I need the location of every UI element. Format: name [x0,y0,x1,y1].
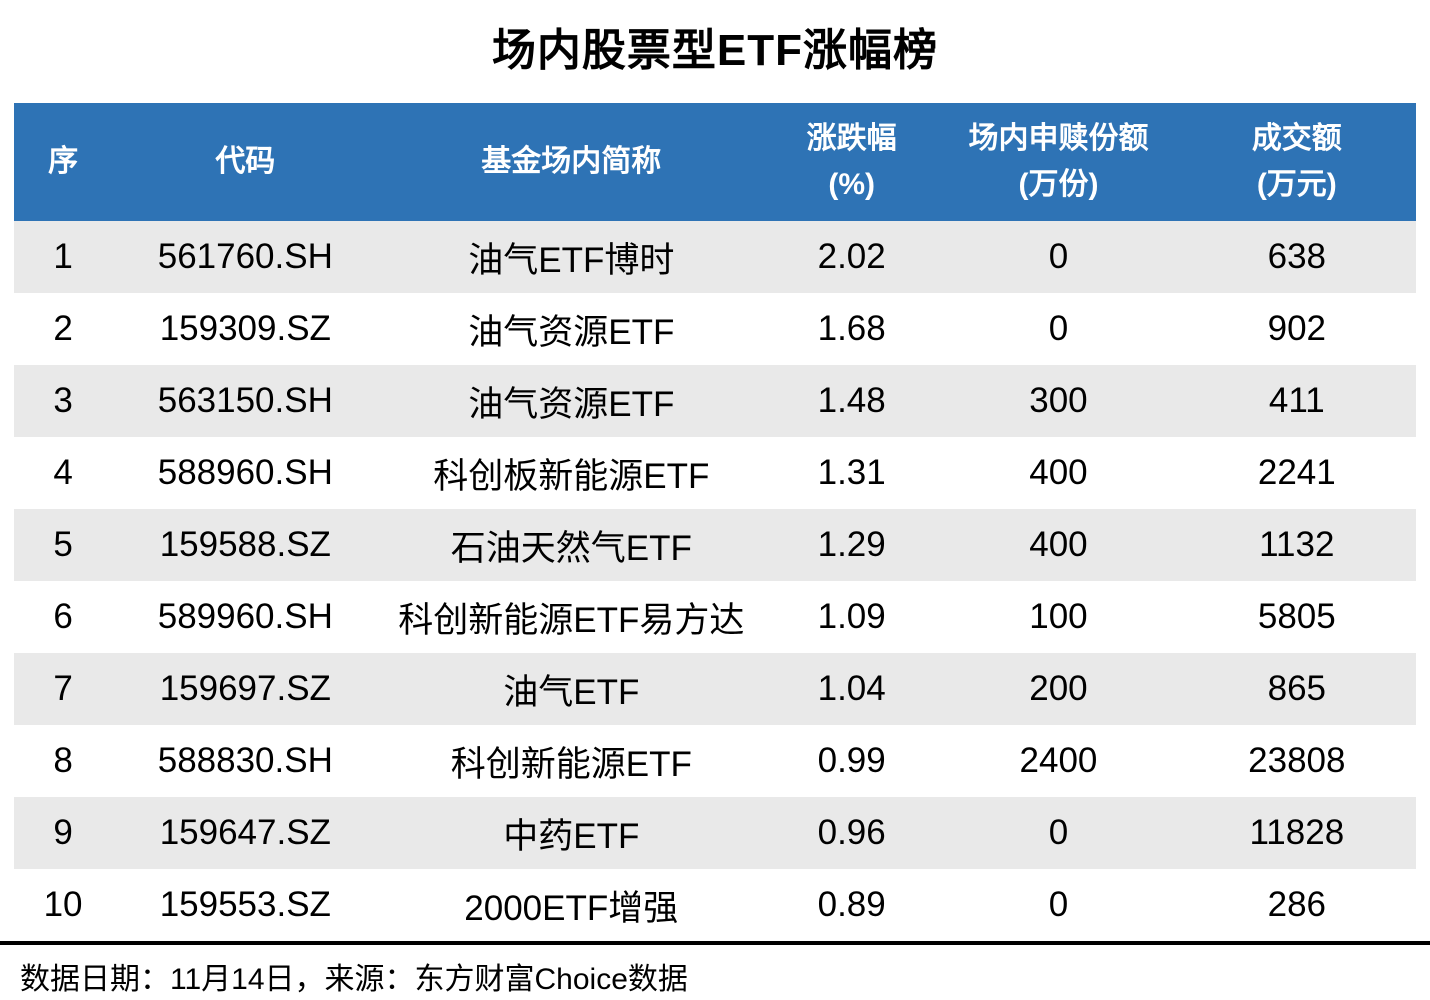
cell-change_pct: 1.68 [817,309,886,348]
cell-change_pct: 1.48 [817,381,886,420]
cell-code: 159647.SZ [159,813,331,852]
cell-code: 588830.SH [157,741,333,780]
cell-change_pct: 1.31 [817,453,886,492]
table-header-row: 序 代码 基金场内简称 涨跌幅 (%) 场内申赎份额 (万份) [14,103,1416,221]
cell-code: 589960.SH [157,597,333,636]
cell-name: 油气ETF [503,672,640,712]
page-title: 场内股票型ETF涨幅榜 [491,26,939,75]
table-row: 2 159309.SZ 油气资源ETF 1.68 0 902 [14,293,1416,365]
table-row: 3 563150.SH 油气资源ETF 1.48 300 411 [14,365,1416,437]
cell-change_pct: 0.99 [817,741,886,780]
cell-code: 561760.SH [157,237,333,276]
cell-subscription_shares: 0 [1048,885,1069,924]
col-header-change-pct-title: 涨跌幅 [806,121,897,155]
cell-name: 油气资源ETF [468,312,675,352]
cell-name: 科创新能源ETF易方达 [398,600,745,640]
col-header-index-title: 序 [48,144,79,178]
table-row: 7 159697.SZ 油气ETF 1.04 200 865 [14,653,1416,725]
cell-name: 科创新能源ETF [450,744,692,784]
cell-subscription_shares: 300 [1029,381,1088,420]
cell-turnover: 5805 [1257,597,1336,636]
cell-index: 3 [53,381,73,420]
cell-code: 159697.SZ [159,669,331,708]
table-row: 10 159553.SZ 2000ETF增强 0.89 0 286 [14,869,1416,941]
cell-change_pct: 1.04 [817,669,886,708]
cell-name: 石油天然气ETF [450,528,692,568]
col-header-change-pct: 涨跌幅 (%) [764,103,940,221]
cell-subscription_shares: 0 [1048,237,1069,276]
cell-name: 2000ETF增强 [464,888,679,928]
cell-turnover: 2241 [1257,453,1336,492]
cell-index: 7 [53,669,73,708]
table-row: 9 159647.SZ 中药ETF 0.96 0 11828 [14,797,1416,869]
cell-change_pct: 0.89 [817,885,886,924]
cell-subscription_shares: 2400 [1019,741,1098,780]
col-header-turnover-title: 成交额 [1251,121,1342,155]
table-row: 6 589960.SH 科创新能源ETF易方达 1.09 100 5805 [14,581,1416,653]
cell-change_pct: 1.09 [817,597,886,636]
col-header-subscription-shares: 场内申赎份额 (万份) [939,103,1178,221]
cell-subscription_shares: 400 [1029,453,1088,492]
col-header-turnover: 成交额 (万元) [1177,103,1416,221]
table-header: 序 代码 基金场内简称 涨跌幅 (%) 场内申赎份额 (万份) [14,103,1416,221]
table-row: 4 588960.SH 科创板新能源ETF 1.31 400 2241 [14,437,1416,509]
cell-turnover: 902 [1267,309,1327,348]
cell-index: 4 [53,453,73,492]
cell-index: 9 [53,813,73,852]
col-header-subscription-shares-title: 场内申赎份额 [968,121,1149,155]
table-row: 8 588830.SH 科创新能源ETF 0.99 2400 23808 [14,725,1416,797]
cell-subscription_shares: 0 [1048,813,1069,852]
cell-subscription_shares: 400 [1029,525,1088,564]
cell-subscription_shares: 100 [1029,597,1088,636]
cell-subscription_shares: 0 [1048,309,1069,348]
cell-name: 中药ETF [503,816,640,856]
etf-table: 序 代码 基金场内简称 涨跌幅 (%) 场内申赎份额 (万份) [14,103,1416,941]
cell-turnover: 1132 [1259,525,1335,564]
cell-change_pct: 0.96 [817,813,886,852]
cell-name: 科创板新能源ETF [433,456,710,496]
cell-code: 159553.SZ [159,885,331,924]
cell-change_pct: 1.29 [817,525,886,564]
cell-index: 10 [43,885,83,924]
cell-turnover: 23808 [1248,741,1346,780]
table-row: 1 561760.SH 油气ETF博时 2.02 0 638 [14,221,1416,293]
col-header-name-title: 基金场内简称 [481,144,662,178]
col-header-index: 序 [14,103,113,221]
cell-index: 2 [53,309,73,348]
table-body: 1 561760.SH 油气ETF博时 2.02 0 638 2 159309.SZ 油气资源E… [14,221,1416,941]
cell-turnover: 865 [1267,669,1327,708]
cell-subscription_shares: 200 [1029,669,1088,708]
col-header-turnover-unit: (万元) [1256,168,1337,201]
cell-index: 5 [53,525,73,564]
col-header-change-pct-unit: (%) [828,168,875,201]
col-header-name: 基金场内简称 [378,103,765,221]
cell-index: 1 [53,237,73,276]
col-header-code-title: 代码 [215,144,276,178]
footer: 数据日期：11月14日，来源：东方财富Choice数据 [0,941,1430,998]
cell-turnover: 411 [1268,381,1325,420]
cell-index: 8 [53,741,73,780]
cell-code: 159588.SZ [159,525,331,564]
cell-code: 588960.SH [157,453,333,492]
footer-source-note: 数据日期：11月14日，来源：东方财富Choice数据 [20,963,688,996]
col-header-code: 代码 [112,103,379,221]
cell-name: 油气资源ETF [468,384,675,424]
cell-turnover: 286 [1267,885,1327,924]
cell-code: 159309.SZ [159,309,331,348]
cell-code: 563150.SH [157,381,333,420]
cell-turnover: 638 [1267,237,1327,276]
cell-index: 6 [53,597,73,636]
cell-change_pct: 2.02 [817,237,886,276]
table-row: 5 159588.SZ 石油天然气ETF 1.29 400 1132 [14,509,1416,581]
cell-name: 油气ETF博时 [468,240,675,280]
cell-turnover: 11828 [1249,813,1345,852]
col-header-subscription-shares-unit: (万份) [1018,168,1099,201]
